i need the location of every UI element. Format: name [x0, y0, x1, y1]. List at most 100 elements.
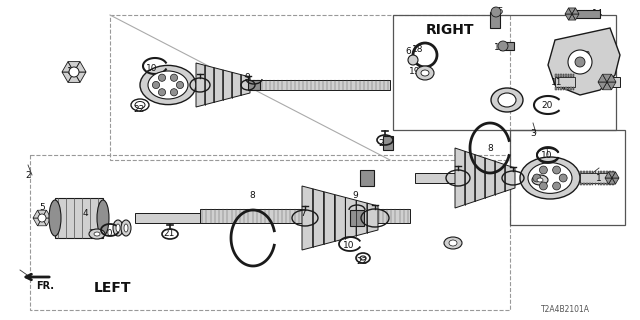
Polygon shape	[241, 75, 250, 95]
Polygon shape	[38, 218, 47, 226]
Ellipse shape	[121, 220, 131, 236]
Bar	[248, 80, 260, 90]
Text: 10: 10	[102, 228, 114, 237]
Polygon shape	[612, 172, 619, 178]
Bar	[415, 173, 510, 183]
Text: 10: 10	[541, 150, 553, 159]
Bar	[360, 170, 374, 186]
Polygon shape	[33, 210, 42, 218]
Polygon shape	[607, 82, 616, 90]
Polygon shape	[605, 178, 612, 184]
Bar	[583, 171, 585, 173]
Polygon shape	[485, 158, 495, 198]
Polygon shape	[302, 186, 313, 250]
Bar	[350, 210, 364, 226]
Polygon shape	[356, 200, 367, 236]
Ellipse shape	[520, 157, 580, 199]
Ellipse shape	[94, 232, 100, 236]
Text: 1: 1	[596, 173, 602, 182]
Polygon shape	[572, 14, 579, 20]
Polygon shape	[609, 172, 616, 178]
Text: 15: 15	[493, 6, 505, 15]
Polygon shape	[607, 74, 616, 82]
Bar	[580, 173, 615, 183]
Text: 8: 8	[249, 190, 255, 199]
Polygon shape	[598, 74, 607, 82]
Polygon shape	[465, 151, 475, 205]
Bar	[591, 171, 593, 173]
Bar	[586, 171, 588, 173]
Polygon shape	[214, 68, 223, 102]
Text: 6: 6	[405, 46, 411, 55]
Ellipse shape	[449, 240, 457, 246]
Text: 8: 8	[487, 143, 493, 153]
Circle shape	[533, 174, 541, 182]
Text: T2A4B2101A: T2A4B2101A	[541, 306, 590, 315]
Polygon shape	[602, 74, 611, 82]
Circle shape	[540, 166, 547, 174]
Bar	[555, 77, 575, 87]
Polygon shape	[62, 72, 74, 82]
Circle shape	[38, 214, 46, 222]
Ellipse shape	[97, 200, 109, 236]
Circle shape	[408, 55, 418, 65]
Polygon shape	[335, 195, 346, 241]
Ellipse shape	[498, 93, 516, 107]
Text: 11: 11	[551, 77, 563, 86]
Circle shape	[159, 89, 166, 96]
Bar	[572, 10, 600, 18]
Bar	[560, 77, 620, 87]
Polygon shape	[232, 72, 241, 98]
Bar	[580, 183, 582, 185]
Text: LEFT: LEFT	[93, 281, 131, 295]
Text: 13: 13	[494, 43, 506, 52]
Circle shape	[69, 67, 79, 77]
Bar	[595, 171, 596, 173]
Bar	[606, 171, 608, 173]
Bar	[557, 74, 559, 77]
Text: 12: 12	[580, 51, 592, 60]
Bar	[589, 183, 591, 185]
Ellipse shape	[416, 66, 434, 80]
Ellipse shape	[140, 65, 196, 105]
Bar	[600, 183, 602, 185]
Bar	[595, 183, 596, 185]
Ellipse shape	[491, 88, 523, 112]
Text: 22: 22	[133, 105, 145, 114]
Bar	[583, 183, 585, 185]
Polygon shape	[196, 63, 205, 107]
Circle shape	[568, 50, 592, 74]
Polygon shape	[609, 178, 616, 184]
Text: 5: 5	[39, 204, 45, 212]
Polygon shape	[565, 8, 572, 14]
Text: 3: 3	[530, 129, 536, 138]
Bar	[563, 74, 564, 77]
Polygon shape	[367, 203, 378, 233]
Bar	[565, 74, 566, 77]
Circle shape	[159, 74, 166, 81]
Ellipse shape	[49, 200, 61, 236]
Polygon shape	[42, 210, 51, 218]
Polygon shape	[572, 8, 579, 14]
Text: 10: 10	[343, 241, 355, 250]
Text: 16: 16	[67, 67, 79, 76]
Polygon shape	[495, 161, 505, 195]
Polygon shape	[68, 72, 80, 82]
Text: 7: 7	[300, 209, 306, 218]
Bar	[568, 74, 569, 77]
Text: 23: 23	[88, 229, 100, 238]
Polygon shape	[568, 8, 575, 14]
Bar	[383, 136, 393, 150]
Bar	[568, 87, 569, 90]
Polygon shape	[346, 197, 356, 239]
Bar	[598, 171, 599, 173]
Bar	[589, 171, 591, 173]
Text: FR.: FR.	[36, 281, 54, 291]
Polygon shape	[324, 192, 335, 244]
Text: 22: 22	[356, 257, 367, 266]
Polygon shape	[475, 155, 485, 201]
Polygon shape	[548, 28, 620, 95]
Ellipse shape	[148, 71, 188, 99]
Polygon shape	[313, 189, 324, 247]
Polygon shape	[505, 165, 515, 191]
